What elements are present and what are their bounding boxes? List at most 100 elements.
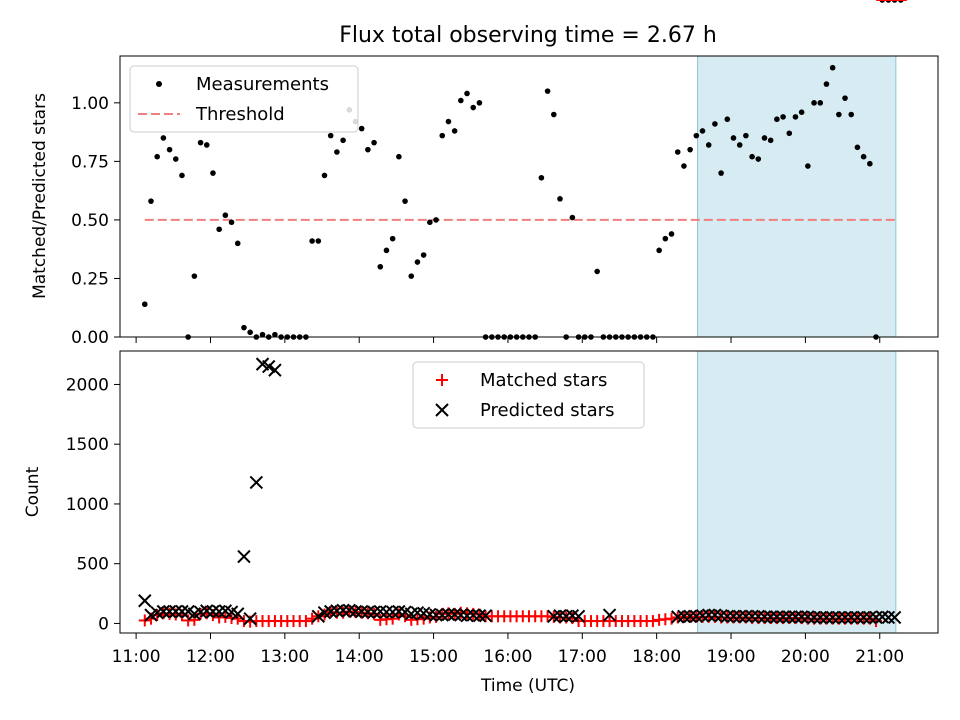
measurement-point xyxy=(860,153,867,160)
measurement-point xyxy=(408,273,415,279)
bottom-ytick-label: 2000 xyxy=(66,375,109,395)
measurement-point xyxy=(451,128,458,134)
predicted-star-point xyxy=(571,609,586,623)
measurement-point xyxy=(550,111,557,118)
measurement-point xyxy=(544,88,551,94)
measurement-point xyxy=(792,114,799,120)
measurement-point xyxy=(705,142,712,148)
measurement-point xyxy=(786,130,793,137)
measurement-point xyxy=(396,153,402,160)
measurement-point xyxy=(340,137,346,144)
matched-star-point xyxy=(386,612,399,625)
predicted-star-point xyxy=(156,604,171,619)
measurement-point xyxy=(817,100,824,106)
measurement-point xyxy=(476,100,483,106)
chart-title: Flux total observing time = 2.67 h xyxy=(339,23,717,48)
measurement-point xyxy=(414,259,421,265)
measurement-point xyxy=(780,114,786,120)
predicted-star-point xyxy=(683,609,697,623)
measurement-point xyxy=(197,139,204,146)
bottom-ytick-label: 1000 xyxy=(66,495,109,515)
bottom-panel: 11:00 12:00 13:00 14:00 15:00 16:00 17:00 18:00… xyxy=(23,0,939,696)
predicted-star-point xyxy=(311,609,326,623)
predicted-star-point xyxy=(844,610,858,625)
top-ytick-label: 1.00 xyxy=(71,94,109,114)
predicted-star-point xyxy=(677,609,691,623)
legend-marker-measurements xyxy=(156,81,162,87)
measurement-point xyxy=(724,116,731,123)
predicted-star-point xyxy=(138,594,152,608)
xtick-label: 11:00 xyxy=(112,647,161,667)
measurement-point xyxy=(668,231,675,237)
measurement-point xyxy=(656,247,662,254)
measurement-point xyxy=(210,170,216,176)
bottom-ylabel: Count xyxy=(23,466,43,517)
measurement-point xyxy=(755,156,762,162)
measurement-point xyxy=(247,329,253,336)
measurement-point xyxy=(798,109,805,115)
top-axes-frame xyxy=(119,55,939,338)
xtick-label: 21:00 xyxy=(855,647,904,667)
top-legend: Measurements Threshold xyxy=(129,65,359,133)
predicted-star-point xyxy=(807,610,821,625)
predicted-star-point xyxy=(794,610,809,624)
measurement-point xyxy=(389,235,396,242)
top-ytick-label: 0.00 xyxy=(71,328,109,348)
measurement-point xyxy=(203,142,210,148)
measurement-point xyxy=(321,172,328,179)
measurement-point xyxy=(743,132,749,139)
predicted-star-point xyxy=(249,475,264,490)
measurement-point xyxy=(836,111,842,118)
measurement-point xyxy=(699,128,706,134)
measurement-point xyxy=(693,132,700,139)
top-ytick-label: 0.75 xyxy=(71,152,109,172)
measurement-point xyxy=(166,146,173,153)
measurement-point xyxy=(365,146,371,153)
predicted-star-point xyxy=(169,604,183,619)
predicted-star-point xyxy=(162,604,177,619)
measurement-point xyxy=(358,125,365,132)
measurement-point xyxy=(867,160,873,167)
bottom-legend: Matched stars Predicted stars xyxy=(412,361,645,429)
predicted-star-point xyxy=(702,608,716,622)
measurement-point xyxy=(458,97,464,104)
measurement-point xyxy=(402,198,408,204)
measurement-point xyxy=(439,132,446,139)
xlabel: Time (UTC) xyxy=(480,676,575,696)
predicted-star-point xyxy=(832,610,846,625)
matched-star-point xyxy=(646,615,659,628)
predicted-star-point xyxy=(770,610,784,624)
predicted-star-point xyxy=(782,610,796,624)
predicted-star-point xyxy=(776,610,790,624)
xtick-label: 16:00 xyxy=(483,647,532,667)
measurement-point xyxy=(272,331,278,338)
measurement-point xyxy=(222,212,229,219)
measurement-point xyxy=(371,139,377,146)
bottom-ytick-label: 1500 xyxy=(66,435,109,455)
predicted-star-point xyxy=(472,608,487,623)
xtick-label: 18:00 xyxy=(632,647,681,667)
measurement-point xyxy=(228,219,235,226)
predicted-stars-points xyxy=(138,357,902,626)
measurement-point xyxy=(191,273,198,279)
predicted-star-point xyxy=(441,607,456,622)
measurement-point xyxy=(148,198,154,204)
bottom-ytick-label: 0 xyxy=(98,614,109,634)
measurement-point xyxy=(160,135,167,141)
predicted-star-point xyxy=(838,610,852,625)
predicted-star-point xyxy=(478,608,493,623)
xtick-label: 13:00 xyxy=(260,647,309,667)
predicted-star-point xyxy=(379,605,394,619)
measurement-point xyxy=(730,135,737,141)
measurement-point xyxy=(569,214,576,221)
bottom-ytick-label: 500 xyxy=(77,555,109,575)
legend-label-threshold: Threshold xyxy=(195,104,285,125)
measurement-point xyxy=(445,118,452,125)
measurement-point xyxy=(712,121,718,127)
predicted-star-point xyxy=(237,549,251,564)
measurement-point xyxy=(377,263,384,270)
predicted-star-point xyxy=(881,610,896,625)
xtick-label: 17:00 xyxy=(558,647,607,667)
measurement-point xyxy=(823,81,830,87)
